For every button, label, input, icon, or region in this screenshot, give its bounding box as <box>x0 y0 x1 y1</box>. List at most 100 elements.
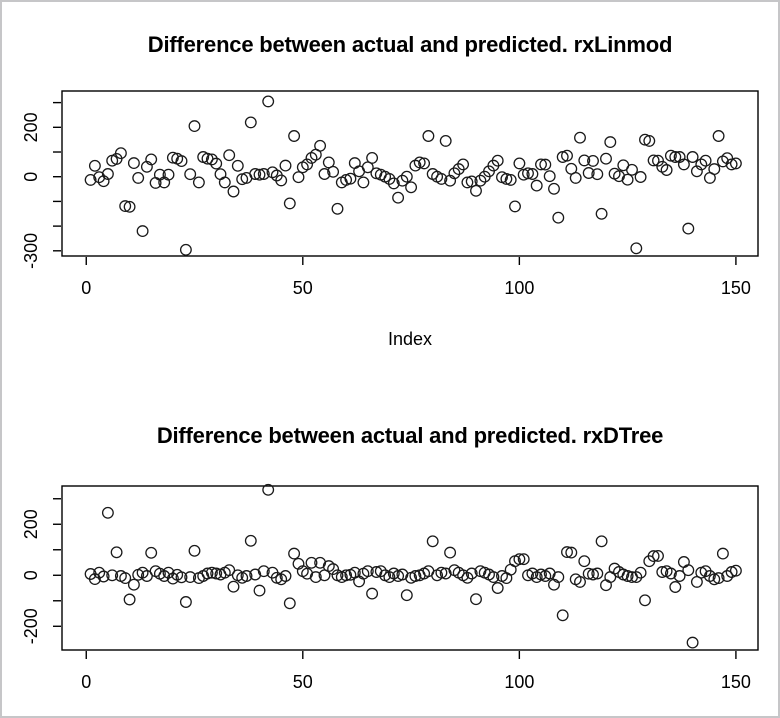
data-point <box>574 575 586 588</box>
data-point <box>301 158 314 171</box>
x-tick-label: 50 <box>293 278 313 298</box>
data-point <box>309 571 322 584</box>
data-point <box>582 567 595 580</box>
data-point <box>422 130 435 142</box>
data-point <box>634 566 647 579</box>
data-point <box>327 563 340 576</box>
data-point <box>504 173 517 186</box>
data-point <box>145 153 158 166</box>
data-point <box>600 579 612 592</box>
data-point <box>361 565 374 578</box>
data-point <box>530 179 543 192</box>
data-point <box>162 168 175 181</box>
x-tick-label: 100 <box>504 278 534 298</box>
data-point <box>652 154 664 167</box>
data-point <box>106 569 119 582</box>
x-axis-label-index: Index <box>387 329 433 349</box>
data-point <box>366 587 379 600</box>
data-point <box>396 174 409 187</box>
data-point <box>435 566 448 579</box>
data-point <box>639 594 651 607</box>
data-point <box>491 582 504 594</box>
x-tick-label: 0 <box>81 278 91 298</box>
data-point <box>201 567 214 580</box>
data-point <box>227 580 240 593</box>
y-tick-label: 0 <box>21 172 41 182</box>
data-point <box>716 547 729 560</box>
x-tick-label: 100 <box>504 672 534 692</box>
data-point <box>136 225 149 238</box>
data-point <box>457 158 470 171</box>
data-point <box>630 242 643 255</box>
data-point <box>400 589 413 602</box>
data-point <box>587 154 599 167</box>
data-point <box>461 176 474 189</box>
data-point <box>561 149 573 162</box>
data-point <box>218 176 231 189</box>
data-point <box>513 157 526 170</box>
data-point <box>669 581 682 593</box>
data-point <box>357 176 370 189</box>
data-point <box>123 200 136 213</box>
x-tick-label: 150 <box>721 672 751 692</box>
x-tick-label: 150 <box>721 278 751 298</box>
data-point <box>439 134 452 147</box>
data-point <box>205 566 218 579</box>
data-point <box>340 569 353 582</box>
data-point <box>643 134 656 147</box>
data-point <box>119 200 132 213</box>
data-point <box>621 570 634 582</box>
data-point <box>487 571 500 584</box>
data-point <box>647 550 660 563</box>
data-point <box>721 570 734 582</box>
data-point <box>626 163 638 176</box>
data-point <box>470 593 482 606</box>
data-point <box>517 553 530 566</box>
data-point <box>101 168 114 180</box>
data-point <box>539 158 552 171</box>
data-point <box>405 181 418 194</box>
data-point <box>279 159 292 172</box>
data-point <box>682 222 695 235</box>
data-point <box>600 152 612 165</box>
data-point <box>188 120 201 133</box>
data-point <box>327 165 340 178</box>
data-point <box>249 168 262 180</box>
data-point <box>656 566 669 578</box>
data-point <box>526 168 539 180</box>
data-point <box>413 156 426 169</box>
data-point <box>383 172 396 185</box>
data-point <box>210 567 223 580</box>
data-point <box>110 546 123 559</box>
data-point <box>262 483 275 496</box>
data-point <box>214 168 227 181</box>
plot-rxlinmod: 0 50 100 150 200 0 -300 <box>21 90 759 298</box>
data-point <box>669 151 682 163</box>
data-point <box>283 197 296 210</box>
data-point <box>565 546 578 559</box>
data-point <box>275 174 288 187</box>
data-point <box>123 593 136 606</box>
data-point <box>318 168 331 180</box>
data-point <box>387 177 400 190</box>
data-point <box>192 176 205 189</box>
data-point <box>132 171 145 184</box>
data-point <box>587 568 599 581</box>
data-point <box>409 570 422 582</box>
y-tick-label: 0 <box>21 570 41 580</box>
data-point <box>348 157 361 170</box>
data-point <box>97 570 110 583</box>
data-point <box>288 547 301 560</box>
data-point <box>582 167 595 179</box>
data-point <box>595 207 608 220</box>
data-point <box>708 163 721 176</box>
data-point <box>535 158 547 171</box>
data-point <box>491 154 504 167</box>
data-point <box>231 159 244 172</box>
data-point <box>175 571 188 584</box>
data-point <box>344 172 357 185</box>
data-point <box>314 139 327 152</box>
data-point <box>578 555 591 568</box>
data-point <box>305 556 318 569</box>
data-point <box>652 549 664 562</box>
